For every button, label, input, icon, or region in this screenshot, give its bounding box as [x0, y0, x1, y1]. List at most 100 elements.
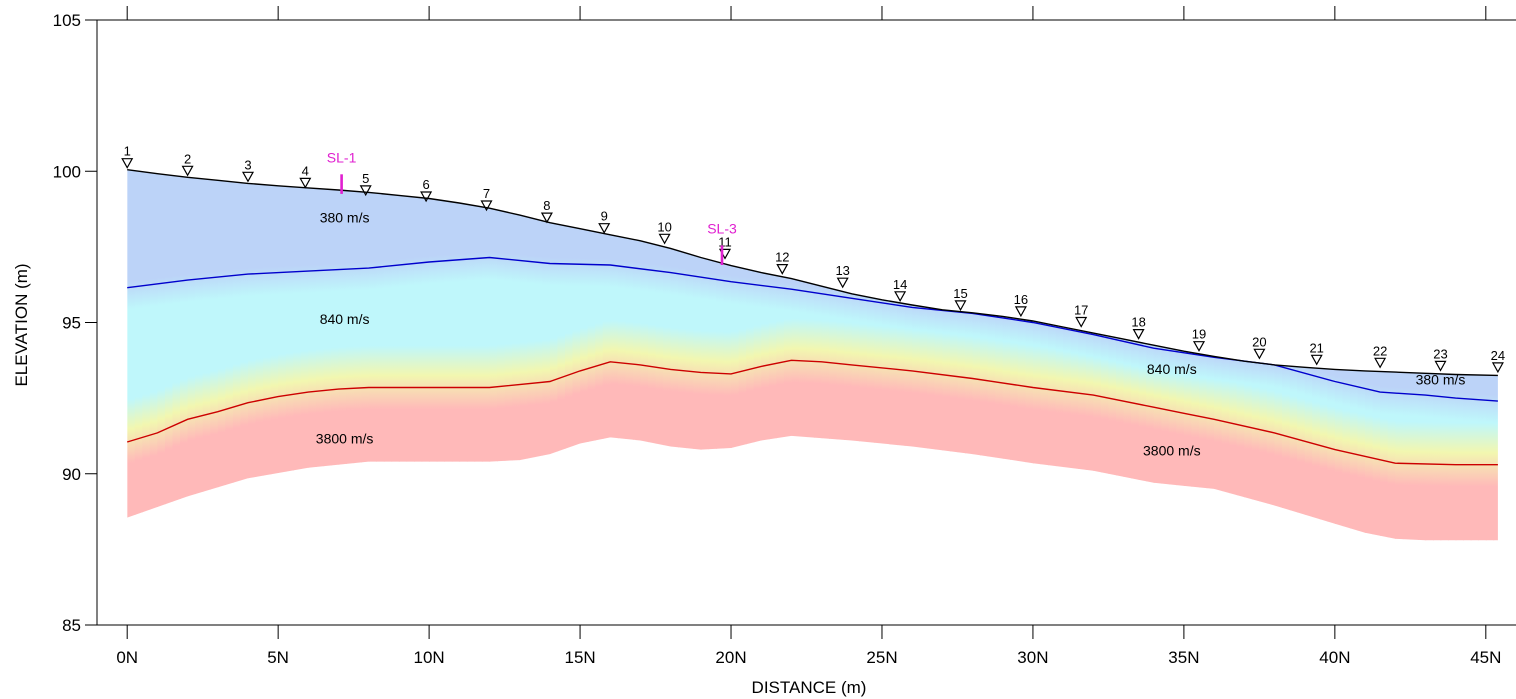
- section-slice: [255, 182, 264, 479]
- geophone-label: 21: [1309, 340, 1323, 355]
- x-tick-label: 10N: [414, 648, 445, 667]
- section-slice: [1010, 316, 1019, 463]
- geophone-label: 17: [1074, 303, 1088, 318]
- section-slice: [376, 191, 385, 464]
- section-slice: [1440, 372, 1449, 541]
- x-tick-label: 0N: [116, 648, 138, 667]
- geophone-marker: [598, 223, 611, 234]
- geophone-marker: [658, 233, 671, 245]
- section-slice: [293, 185, 302, 472]
- section-slice: [346, 188, 355, 466]
- geophone-marker: [1192, 341, 1206, 352]
- section-slice: [1380, 369, 1389, 539]
- section-slice: [1032, 319, 1042, 466]
- section-slice: [829, 287, 838, 441]
- section-slice: [300, 185, 310, 471]
- section-slice: [414, 195, 423, 464]
- section-slice: [851, 292, 861, 443]
- section-slice: [331, 187, 340, 467]
- section-slice: [1025, 318, 1034, 465]
- section-slice: [617, 235, 627, 441]
- section-slice: [708, 258, 717, 451]
- section-slice: [489, 207, 498, 464]
- section-slice: [791, 277, 800, 439]
- section-slice: [806, 281, 815, 440]
- geophone-label: 10: [657, 219, 671, 234]
- section-slice: [1214, 355, 1223, 492]
- section-slice: [685, 252, 694, 451]
- borehole-label: SL-1: [327, 149, 357, 165]
- section-slice: [595, 230, 604, 442]
- section-slice: [278, 184, 287, 475]
- section-slice: [436, 198, 445, 464]
- section-slice: [263, 182, 272, 477]
- section-slice: [504, 210, 513, 463]
- y-tick-label: 95: [62, 314, 81, 333]
- lower-interface-line: [126, 359, 1498, 466]
- section-slice: [1433, 371, 1442, 541]
- geophone-marker: [776, 264, 789, 275]
- section-slice: [338, 188, 347, 467]
- velocity-section-fill: [127, 169, 1498, 541]
- section-slice: [1206, 353, 1215, 491]
- section-slice: [383, 192, 393, 464]
- geophone-label: 6: [422, 177, 429, 192]
- section-slice: [1070, 327, 1079, 471]
- section-slice: [670, 247, 679, 449]
- section-slice: [497, 208, 506, 464]
- section-slice: [1493, 373, 1498, 541]
- section-slice: [1387, 370, 1396, 541]
- section-slice: [1063, 325, 1072, 470]
- section-slice: [1478, 373, 1487, 541]
- geophone-marker: [299, 177, 312, 189]
- section-slice: [157, 172, 166, 508]
- geophone-marker: [121, 158, 134, 169]
- section-slice: [353, 189, 362, 465]
- section-slice: [1002, 315, 1011, 462]
- geophone-marker: [954, 300, 967, 312]
- x-tick-label: 20N: [715, 648, 746, 667]
- section-slice: [232, 180, 242, 484]
- section-slice: [799, 279, 808, 439]
- section-slice: [1357, 368, 1366, 534]
- section-slice: [761, 271, 770, 442]
- section-slice: [859, 294, 868, 444]
- section-slice: [942, 308, 951, 453]
- geophone-label: 14: [893, 277, 907, 292]
- section-slice: [995, 314, 1004, 461]
- geophone-marker: [1434, 360, 1447, 372]
- section-slice: [187, 175, 196, 498]
- geophone-label: 20: [1252, 334, 1266, 349]
- section-slice: [1153, 343, 1162, 486]
- section-slice: [217, 178, 227, 489]
- section-slice: [655, 243, 664, 447]
- section-slice: [934, 307, 944, 452]
- section-slice: [202, 177, 211, 493]
- section-slice: [580, 227, 589, 445]
- section-slice: [1108, 334, 1117, 477]
- section-slice: [527, 215, 536, 460]
- section-slice: [1229, 357, 1238, 497]
- x-tick-label: 35N: [1168, 648, 1199, 667]
- section-slice: [602, 232, 611, 441]
- section-slice: [172, 173, 181, 503]
- section-slice: [534, 217, 544, 459]
- section-slice: [1040, 321, 1049, 467]
- section-slice: [572, 226, 581, 447]
- section-slice: [738, 266, 747, 448]
- section-slice: [882, 298, 891, 446]
- section-slice: [678, 249, 687, 450]
- section-slice: [1312, 366, 1321, 520]
- section-slice: [965, 310, 974, 456]
- section-slice: [210, 177, 219, 491]
- section-slice: [1304, 365, 1313, 518]
- section-slice: [693, 254, 702, 452]
- section-slice: [1266, 362, 1276, 507]
- geophone-marker: [420, 191, 433, 203]
- section-slice: [1183, 349, 1193, 489]
- section-slice: [874, 297, 883, 446]
- geophone-label: 19: [1192, 327, 1206, 342]
- x-tick-label: 25N: [866, 648, 897, 667]
- section-slice: [1093, 331, 1102, 474]
